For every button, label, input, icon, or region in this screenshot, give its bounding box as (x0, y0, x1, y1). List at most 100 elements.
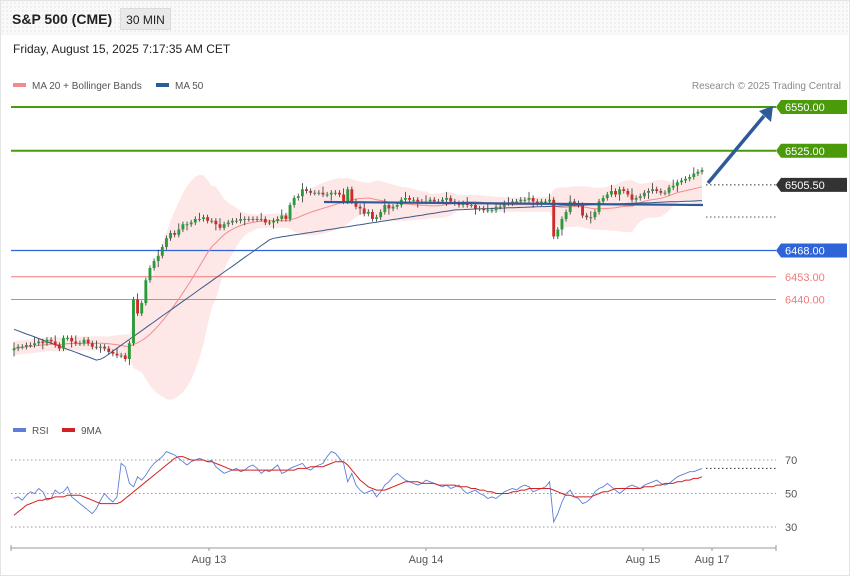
candle-body (531, 198, 535, 202)
candle-body (177, 229, 181, 235)
candle (263, 216, 267, 226)
candle-body (90, 343, 94, 347)
candle-body (647, 191, 650, 193)
candle-body (700, 170, 704, 172)
candle (33, 337, 37, 348)
candle-body (251, 219, 255, 220)
candle-body (61, 338, 65, 349)
candle-body (441, 199, 444, 202)
candle (99, 344, 102, 353)
bollinger-band (14, 169, 702, 400)
candle-body (498, 206, 502, 208)
price-label-6525.00: 6525.00 (785, 146, 825, 158)
candle-body (156, 255, 160, 261)
candle-body (247, 219, 251, 220)
candle (276, 216, 280, 224)
candle-body (412, 199, 416, 201)
candle (354, 198, 358, 210)
candle-body (160, 247, 164, 256)
candle-body (185, 224, 189, 226)
candle-body (354, 201, 358, 207)
price-tags-layer: 6550.00 6525.00 6505.50 6468.00 6453.00 6440.… (776, 100, 847, 307)
candle-body (593, 212, 597, 218)
candle (119, 352, 123, 359)
chart-datetime: Friday, August 15, 2025 7:17:35 AM CET (13, 42, 231, 56)
candle (169, 230, 173, 241)
candle-body (226, 222, 230, 225)
time-tick-label: Aug 14 (409, 554, 444, 566)
candle (132, 296, 135, 346)
candle-body (103, 346, 107, 349)
candle-body (614, 191, 617, 195)
candle-body (210, 220, 214, 222)
rsi-line (13, 451, 703, 524)
annotation-layer (323, 106, 773, 207)
candle-body (169, 233, 173, 239)
candle (53, 335, 57, 348)
candle (202, 214, 205, 222)
candle-body (519, 199, 523, 202)
candle-body (123, 355, 127, 359)
candle (74, 335, 78, 346)
candle-body (144, 280, 148, 303)
candle-body (53, 341, 57, 345)
candle-body (235, 220, 238, 222)
candle-body (148, 268, 152, 281)
candle-body (659, 191, 663, 193)
candle-body (222, 224, 226, 228)
title-bar: S&P 500 (CME) 30 MIN (1, 1, 848, 35)
candle-body (317, 192, 321, 194)
candle-body (395, 205, 399, 207)
candle (82, 337, 86, 346)
candle (57, 342, 61, 352)
credit-text: Research © 2025 Trading Central (691, 81, 841, 92)
candle-body (99, 346, 102, 348)
candle (210, 218, 214, 224)
candle-body (370, 212, 374, 219)
candle-body (94, 346, 98, 348)
candle (127, 340, 131, 366)
candle (206, 214, 210, 224)
candle (370, 209, 374, 222)
candle-body (358, 206, 362, 209)
candle (688, 174, 692, 182)
candle-body (432, 199, 436, 202)
candle (193, 216, 197, 226)
candle-body (552, 199, 556, 237)
candle (280, 209, 284, 222)
candle (29, 342, 32, 348)
time-axis: Aug 13 Aug 14 Aug 15 Aug 17 (10, 545, 777, 566)
candle (288, 202, 292, 222)
price-label-6550.00: 6550.00 (785, 102, 825, 114)
candle-body (181, 224, 185, 230)
candle-body (581, 205, 585, 216)
candle-body (82, 339, 86, 344)
candle (259, 212, 263, 222)
candle-body (564, 212, 568, 219)
candle-body (346, 189, 350, 202)
price-label-6468.00: 6468.00 (785, 246, 825, 258)
candle (605, 191, 609, 201)
candle (235, 218, 238, 224)
candle-body (136, 299, 140, 314)
candle (329, 190, 333, 201)
candle-body (684, 178, 688, 181)
candle (403, 191, 407, 203)
candle-body (193, 219, 197, 223)
candle-body (655, 189, 659, 191)
candle-body (618, 189, 622, 195)
rsi-panel: 70 50 30 (11, 451, 797, 534)
candle (618, 186, 622, 201)
candle (679, 177, 683, 185)
candle-body (218, 224, 222, 228)
candle (659, 188, 663, 196)
candle-body (132, 299, 135, 344)
interval-selector[interactable]: 30 MIN (120, 8, 171, 30)
chart-title: S&P 500 (CME) (12, 11, 113, 27)
candle (585, 212, 589, 220)
candle-body (494, 206, 498, 211)
candle (90, 340, 94, 350)
candle-body (20, 346, 24, 348)
candle (412, 197, 416, 203)
candle-body (692, 173, 696, 177)
